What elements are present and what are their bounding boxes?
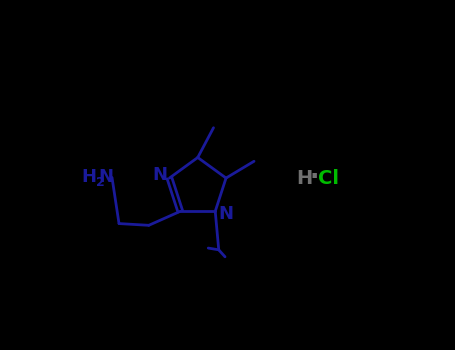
Text: H: H	[296, 169, 313, 188]
Text: ·: ·	[309, 165, 319, 189]
Text: N: N	[152, 166, 167, 183]
Text: N: N	[99, 168, 114, 186]
Text: N: N	[218, 205, 233, 223]
Text: H: H	[81, 168, 96, 186]
Text: Cl: Cl	[318, 169, 339, 188]
Text: 2: 2	[96, 175, 105, 189]
